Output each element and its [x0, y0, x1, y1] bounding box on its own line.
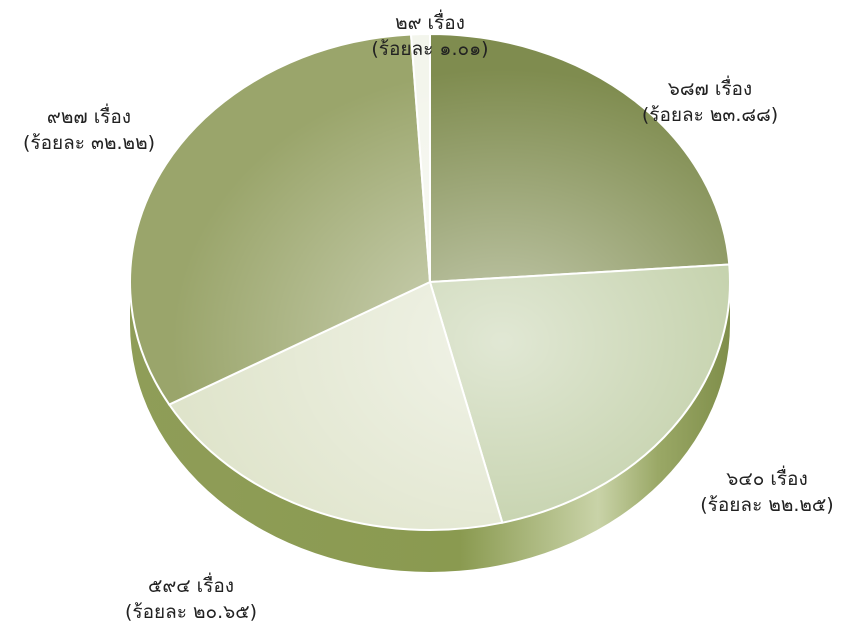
slice-percent-label: (ร้อยละ ๓๒.๒๒) — [22, 132, 156, 154]
slice-count-label: ๙๒๗ เรื่อง — [46, 106, 132, 128]
slice-percent-label: (ร้อยละ ๒๓.๘๘) — [641, 104, 779, 126]
slice-label-687: ๖๘๗ เรื่อง (ร้อยละ ๒๓.๘๘) — [620, 76, 800, 128]
slice-label-594: ๕๙๔ เรื่อง (ร้อยละ ๒๐.๖๕) — [96, 573, 286, 625]
slice-label-927: ๙๒๗ เรื่อง (ร้อยละ ๓๒.๒๒) — [0, 104, 178, 156]
slice-percent-label: (ร้อยละ ๑.๐๑) — [371, 38, 489, 60]
slice-count-label: ๕๙๔ เรื่อง — [147, 575, 235, 597]
pie-slice-687 — [429, 32, 731, 284]
slice-label-640: ๖๔๐ เรื่อง (ร้อยละ ๒๒.๒๕) — [675, 466, 859, 518]
slice-count-label: ๒๙ เรื่อง — [395, 12, 465, 34]
slice-count-label: ๖๔๐ เรื่อง — [726, 468, 808, 490]
slice-label-29: ๒๙ เรื่อง (ร้อยละ ๑.๐๑) — [345, 10, 515, 62]
slice-percent-label: (ร้อยละ ๒๐.๖๕) — [124, 601, 258, 623]
slice-count-label: ๖๘๗ เรื่อง — [667, 78, 753, 100]
slice-percent-label: (ร้อยละ ๒๒.๒๕) — [700, 494, 834, 516]
